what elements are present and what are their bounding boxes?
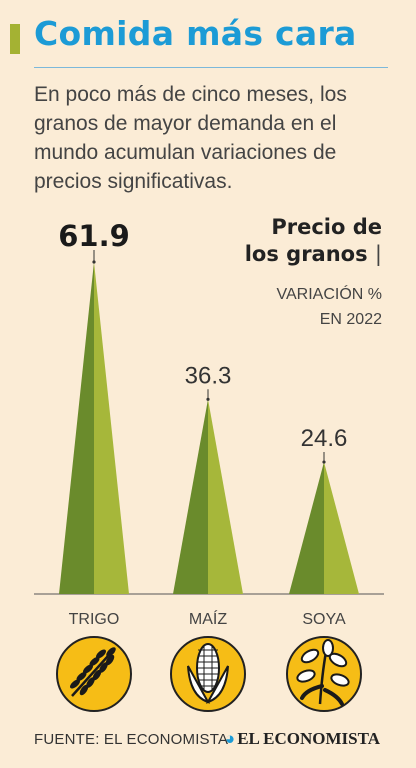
value-label: 61.9 [58, 219, 130, 253]
globe-icon: ◕ [224, 729, 236, 748]
corn-icon [170, 636, 246, 712]
bar-left-face [173, 399, 208, 594]
footer-source: FUENTE: EL ECONOMISTA [34, 731, 229, 748]
chart-title-pipe: | [374, 242, 382, 266]
wheat-grain [105, 654, 115, 666]
bar-left-face [59, 262, 94, 594]
soy-pod [323, 688, 344, 706]
wheat-grain [83, 664, 93, 674]
category-label: SOYA [302, 611, 346, 628]
chart-unit-label: VARIACIÓN % EN 2022 [277, 282, 383, 332]
bar-soya: 24.6 SOYA [289, 425, 359, 628]
corn-husk-right [205, 665, 229, 704]
bar-right-face [208, 399, 243, 594]
wheat-grain [96, 649, 106, 659]
title-divider [34, 67, 388, 68]
soy-leaf [300, 648, 320, 664]
wheat-grain [79, 684, 89, 696]
wheat-stem [71, 655, 109, 697]
bar-right-face [324, 462, 359, 594]
soy-leaf [296, 669, 316, 683]
wheat-grain [92, 669, 102, 681]
footer-logo-text: EL ECONOMISTA [237, 729, 380, 748]
bar-maíz: 36.3 MAÍZ [173, 362, 243, 628]
category-label: TRIGO [69, 611, 120, 628]
title-accent-bar [10, 24, 20, 54]
value-label: 24.6 [301, 425, 348, 452]
value-label: 36.3 [185, 362, 232, 389]
icon-background [56, 636, 132, 712]
wheat-grain [89, 657, 100, 666]
soy-leaf [330, 673, 350, 687]
soybean-plant-icon [286, 636, 362, 712]
wheat-grain [86, 677, 95, 688]
bar-left-face [289, 462, 324, 594]
value-pointer-dot [322, 460, 326, 464]
grain-price-chart: 61.9 TRIGO 36.3 MAÍZ 24.6 SOYA [34, 219, 384, 712]
chart-unit-line1: VARIACIÓN % [276, 286, 383, 303]
footer-logo: ◕ EL ECONOMISTA [225, 729, 380, 749]
wheat-grain [70, 679, 80, 689]
category-label: MAÍZ [189, 609, 227, 628]
soy-leaf [322, 639, 334, 657]
value-pointer-dot [206, 397, 210, 401]
bar-right-face [94, 262, 129, 594]
chart-title-line1: Precio de [271, 215, 382, 239]
value-pointer-dot [92, 260, 96, 264]
bar-trigo: 61.9 TRIGO [58, 219, 130, 628]
page-title: Comida más cara [34, 14, 357, 53]
soy-pod [300, 684, 324, 700]
chart-title: Precio de los granos | [245, 214, 382, 268]
chart-unit-line2: EN 2022 [319, 311, 382, 328]
page-subtitle: En poco más de cinco meses, los granos d… [34, 83, 347, 193]
wheat-grain [76, 672, 87, 681]
wheat-grain [106, 647, 116, 657]
wheat-icon [56, 636, 132, 712]
chart-title-line2: los granos [244, 242, 368, 266]
wheat-grain [99, 662, 108, 673]
